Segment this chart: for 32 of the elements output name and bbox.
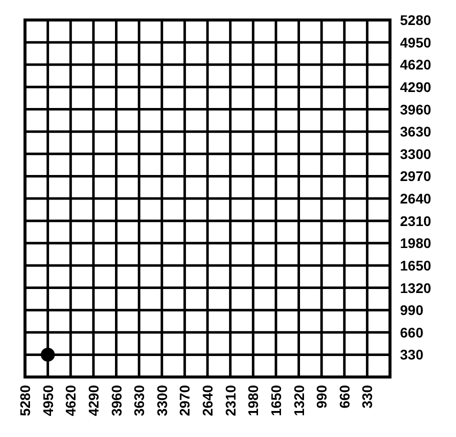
x-tick-label: 2970 xyxy=(176,384,193,416)
y-tick-label: 2970 xyxy=(400,168,432,184)
y-tick-label: 990 xyxy=(400,302,424,318)
y-tick-label: 5280 xyxy=(400,12,432,28)
y-tick-label: 4950 xyxy=(400,34,432,50)
x-tick-label: 330 xyxy=(359,384,376,408)
x-tick-label: 4290 xyxy=(85,384,102,416)
x-tick-label: 660 xyxy=(336,384,352,408)
x-tick-label: 1320 xyxy=(290,384,307,416)
x-tick-label: 3630 xyxy=(131,384,148,416)
y-tick-label: 3300 xyxy=(400,146,432,162)
y-tick-label: 4290 xyxy=(400,78,432,95)
x-tick-label: 1650 xyxy=(268,384,284,416)
y-tick-label: 2640 xyxy=(400,190,432,206)
x-tick-label: 2310 xyxy=(222,384,238,416)
y-tick-label: 1650 xyxy=(400,257,432,274)
x-tick-label: 4950 xyxy=(40,384,56,416)
y-tick-label: 1320 xyxy=(400,280,432,296)
x-tick-label: 3300 xyxy=(154,384,170,416)
y-tick-label: 3630 xyxy=(400,124,432,140)
y-tick-label: 2310 xyxy=(400,212,432,229)
y-tick-label: 660 xyxy=(400,324,424,340)
x-tick-label: 2640 xyxy=(200,384,216,416)
x-tick-label: 3960 xyxy=(108,384,124,416)
x-tick-label: 4620 xyxy=(62,384,79,416)
y-tick-label: 4620 xyxy=(400,56,432,73)
x-tick-label: 5280 xyxy=(17,384,33,416)
y-tick-label: 3960 xyxy=(400,101,432,118)
y-tick-label: 330 xyxy=(400,346,424,363)
x-tick-label: 990 xyxy=(314,384,330,408)
y-tick-label: 1980 xyxy=(400,235,432,252)
x-tick-label: 1980 xyxy=(245,384,262,416)
